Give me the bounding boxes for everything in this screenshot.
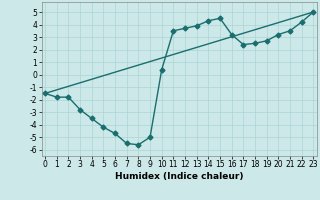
X-axis label: Humidex (Indice chaleur): Humidex (Indice chaleur)	[115, 172, 244, 181]
